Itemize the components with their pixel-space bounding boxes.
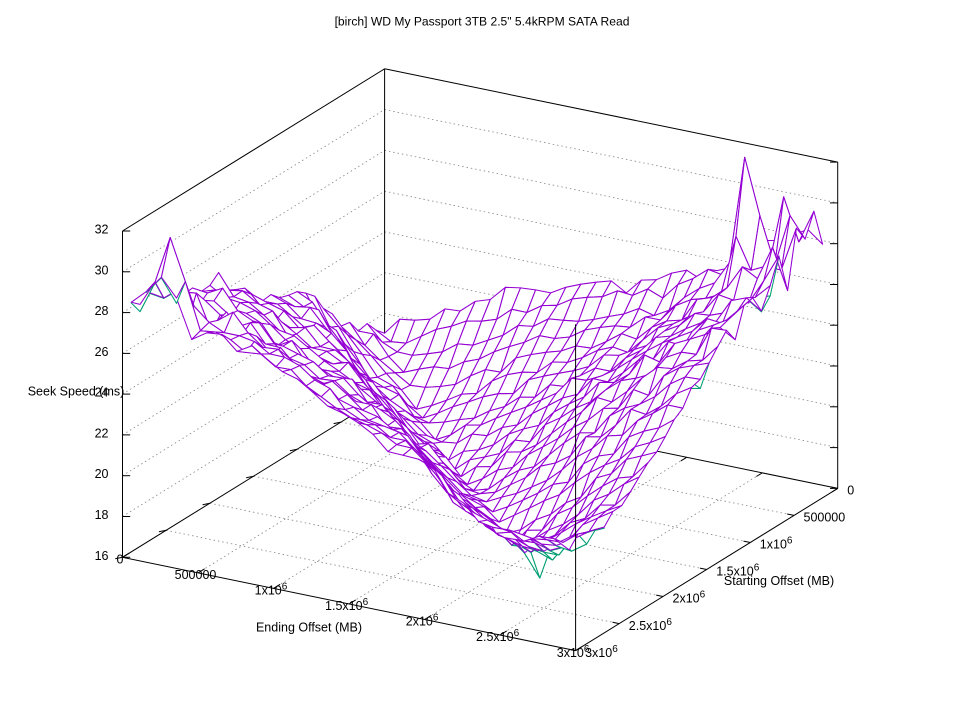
svg-text:2.5x106: 2.5x106 xyxy=(476,628,520,644)
svg-text:2x106: 2x106 xyxy=(406,613,439,629)
svg-text:16: 16 xyxy=(95,549,109,563)
svg-text:30: 30 xyxy=(95,263,109,277)
svg-text:500000: 500000 xyxy=(175,568,217,582)
svg-text:1x106: 1x106 xyxy=(760,536,793,552)
svg-text:[birch] WD My Passport 3TB 2.5: [birch] WD My Passport 3TB 2.5" 5.4kRPM … xyxy=(335,15,630,29)
svg-text:3x106: 3x106 xyxy=(585,644,618,660)
svg-text:20: 20 xyxy=(95,467,109,481)
svg-text:Ending Offset (MB): Ending Offset (MB) xyxy=(256,621,362,635)
svg-text:2x106: 2x106 xyxy=(673,590,706,606)
svg-text:24: 24 xyxy=(95,386,109,400)
svg-text:0: 0 xyxy=(117,553,124,567)
svg-text:32: 32 xyxy=(95,223,109,237)
svg-text:Seek Speed (ms): Seek Speed (ms) xyxy=(28,385,125,399)
svg-text:1x106: 1x106 xyxy=(255,582,288,598)
svg-text:26: 26 xyxy=(95,345,109,359)
svg-text:1.5x106: 1.5x106 xyxy=(716,563,760,579)
svg-text:Starting Offset (MB): Starting Offset (MB) xyxy=(724,574,834,588)
svg-text:2.5x106: 2.5x106 xyxy=(629,617,673,633)
svg-text:1.5x106: 1.5x106 xyxy=(325,597,369,613)
svg-text:3x106: 3x106 xyxy=(557,644,590,660)
svg-text:28: 28 xyxy=(95,304,109,318)
svg-text:22: 22 xyxy=(95,426,109,440)
svg-text:0: 0 xyxy=(847,484,854,498)
svg-text:500000: 500000 xyxy=(804,511,846,525)
svg-text:18: 18 xyxy=(95,508,109,522)
